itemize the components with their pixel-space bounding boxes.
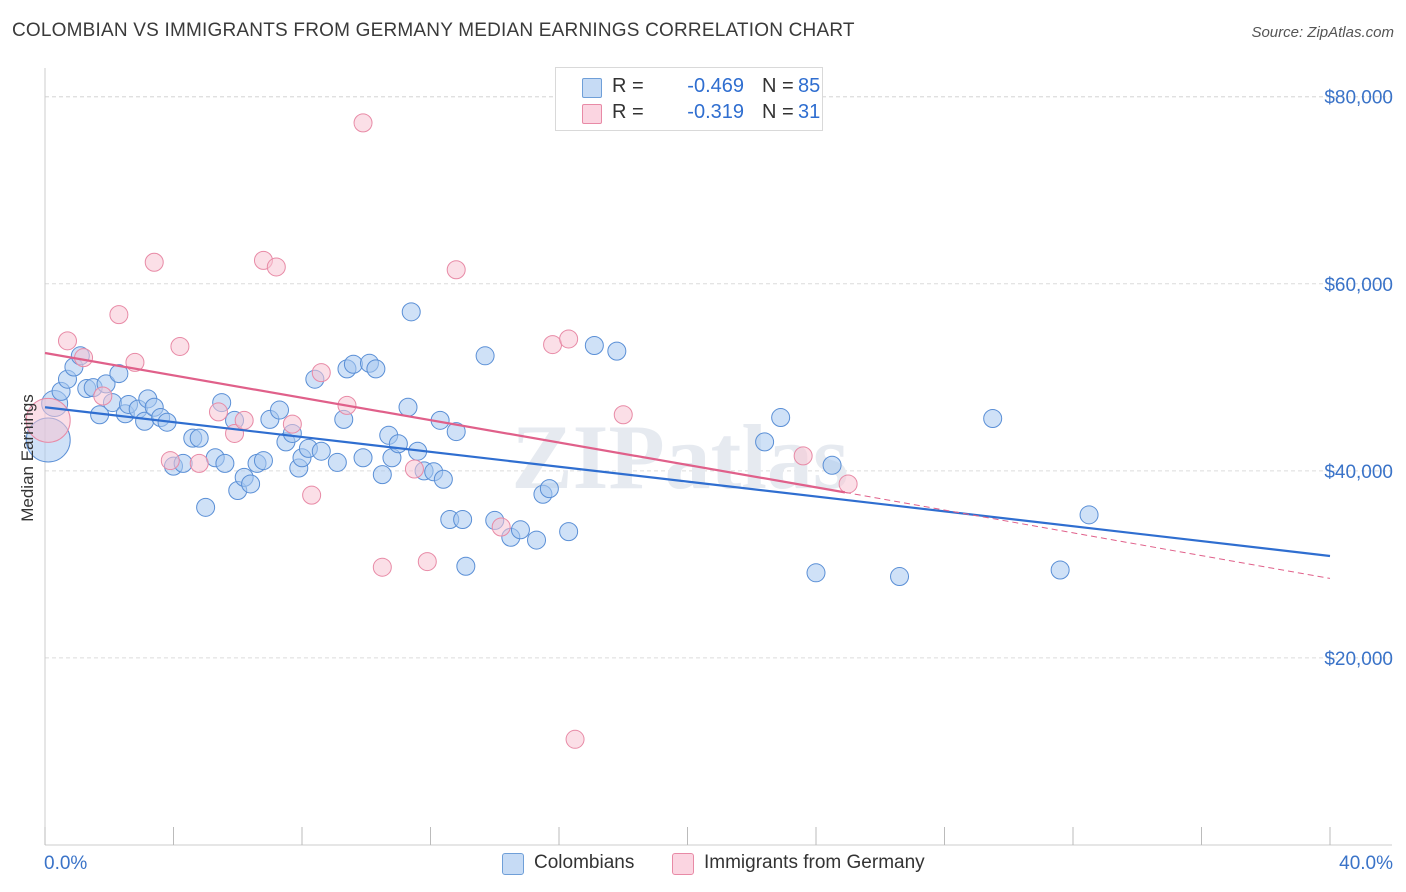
colombian-point xyxy=(983,408,1003,428)
bottom-legend-swatch-pink xyxy=(672,853,694,875)
colombian-point xyxy=(453,509,473,529)
germany-point xyxy=(491,517,511,537)
legend-n-label: N = xyxy=(762,75,794,97)
colombian-point xyxy=(890,567,910,587)
y-tick-label: $80,000 xyxy=(1324,88,1393,109)
grid-lines xyxy=(45,96,1392,659)
germany-point xyxy=(353,113,373,133)
bottom-legend-swatch-blue xyxy=(502,853,524,875)
colombian-trend-line xyxy=(44,406,1331,558)
colombian-point xyxy=(327,452,347,472)
colombian-point xyxy=(189,428,209,448)
germany-point xyxy=(404,459,424,479)
germany-point xyxy=(57,331,77,351)
y-tick-label: $60,000 xyxy=(1324,275,1393,296)
colombian-point xyxy=(446,422,466,442)
colombian-point xyxy=(253,451,273,471)
legend-n-label: N = xyxy=(762,101,794,123)
colombian-point xyxy=(584,336,604,356)
germany-point xyxy=(565,729,585,749)
germany-point xyxy=(543,335,563,355)
colombian-point xyxy=(270,400,290,420)
germany-point xyxy=(559,329,579,349)
colombian-point xyxy=(822,455,842,475)
colombian-point xyxy=(366,359,386,379)
germany-point xyxy=(282,414,302,434)
colombian-point xyxy=(343,354,363,374)
y-tick-label: $40,000 xyxy=(1324,462,1393,483)
germany-point xyxy=(234,410,254,430)
colombian-point xyxy=(433,469,453,489)
colombian-point xyxy=(559,522,579,542)
germany-point xyxy=(160,451,180,471)
colombian-point xyxy=(456,556,476,576)
legend-r-label: R = xyxy=(612,101,644,123)
germany-trend-line xyxy=(44,351,846,494)
colombian-point xyxy=(353,448,373,468)
colombian-point xyxy=(771,408,791,428)
germany-point xyxy=(446,260,466,280)
legend-n-value: 31 xyxy=(798,101,821,123)
colombian-point xyxy=(1079,505,1099,525)
germany-point xyxy=(838,474,858,494)
x-tick-label: 40.0% xyxy=(1339,853,1393,874)
legend-swatch-blue xyxy=(582,78,602,98)
colombian-point xyxy=(755,432,775,452)
colombian-point xyxy=(398,397,418,417)
colombian-point xyxy=(607,341,627,361)
germany-point xyxy=(109,305,129,325)
watermark: ZIPatlas xyxy=(511,406,848,508)
germany-point xyxy=(311,363,331,383)
legend-n-value: 85 xyxy=(798,75,821,97)
chart-title: COLOMBIAN VS IMMIGRANTS FROM GERMANY MED… xyxy=(12,20,855,41)
germany-point xyxy=(93,386,113,406)
colombian-point xyxy=(109,364,129,384)
colombian-point xyxy=(311,441,331,461)
colombian-point xyxy=(527,530,547,550)
germany-point xyxy=(302,485,322,505)
tick-labels: $20,000 $40,000 $60,000 $80,000 0.0% 40.0% Med… xyxy=(18,88,1393,874)
colombian-point xyxy=(196,497,216,517)
colombian-point xyxy=(1050,560,1070,580)
germany-point xyxy=(170,336,190,356)
colombian-point xyxy=(539,479,559,499)
legend-r-value: -0.319 xyxy=(687,101,744,123)
bottom-legend-label: Immigrants from Germany xyxy=(704,852,925,873)
legend-swatch-pink xyxy=(582,104,602,124)
legend-r-value: -0.469 xyxy=(687,75,744,97)
y-axis-title: Median Earnings xyxy=(18,394,37,522)
germany-point xyxy=(266,257,286,277)
correlation-legend: R = -0.469 N = 85 R = -0.319 N = 31 xyxy=(555,67,823,131)
germany-point xyxy=(417,552,437,572)
germany-point xyxy=(189,453,209,473)
x-tick-label: 0.0% xyxy=(44,853,87,874)
colombian-point xyxy=(806,563,826,583)
legend-r-label: R = xyxy=(612,75,644,97)
germany-trend-extension xyxy=(844,491,1331,579)
data-points xyxy=(25,113,1099,749)
germany-point xyxy=(208,402,228,422)
colombian-point xyxy=(475,346,495,366)
trend-lines xyxy=(44,351,1331,579)
germany-point xyxy=(144,252,164,272)
colombian-point xyxy=(372,465,392,485)
y-tick-label: $20,000 xyxy=(1324,649,1393,670)
colombian-point xyxy=(510,520,530,540)
colombian-point xyxy=(388,434,408,454)
germany-point xyxy=(793,446,813,466)
germany-point xyxy=(613,405,633,425)
colombian-point xyxy=(401,302,421,322)
colombian-point xyxy=(241,474,261,494)
bottom-legend-label: Colombians xyxy=(534,852,635,873)
colombian-point xyxy=(215,453,235,473)
source-label: Source: ZipAtlas.com xyxy=(1251,24,1394,41)
germany-point xyxy=(372,557,392,577)
